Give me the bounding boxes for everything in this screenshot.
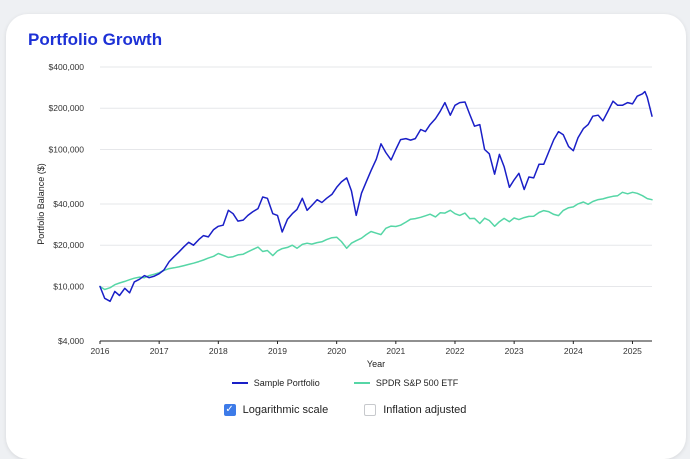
x-tick-label: 2019 <box>268 346 287 356</box>
log-scale-checkbox[interactable]: ✓ <box>223 404 236 416</box>
x-tick-label: 2016 <box>91 346 110 356</box>
y-tick-label: $200,000 <box>49 103 85 113</box>
chart-options: ✓ Logarithmic scale Inflation adjusted <box>0 404 690 416</box>
log-scale-label: Logarithmic scale <box>242 404 329 416</box>
y-tick-label: $20,000 <box>53 240 84 250</box>
log-scale-toggle[interactable]: ✓ Logarithmic scale <box>223 404 329 416</box>
x-tick-label: 2024 <box>564 346 583 356</box>
x-tick-label: 2023 <box>505 346 524 356</box>
series-line-sample-portfolio <box>99 90 653 303</box>
chart-card <box>6 14 686 459</box>
inflation-label: Inflation adjusted <box>383 404 467 416</box>
x-tick-label: 2017 <box>150 346 169 356</box>
y-tick-label: $100,000 <box>49 144 85 154</box>
checkmark-icon: ✓ <box>225 404 234 415</box>
legend-swatch <box>353 382 370 384</box>
y-tick-label: $400,000 <box>49 62 85 72</box>
series-line-spdr-sp500 <box>99 191 653 291</box>
x-tick-label: 2018 <box>209 346 228 356</box>
y-axis-title: Portfolio Balance ($) <box>36 163 46 245</box>
x-tick-label: 2020 <box>327 346 346 356</box>
x-tick-label: 2025 <box>623 346 642 356</box>
inflation-toggle[interactable]: Inflation adjusted <box>364 404 466 416</box>
inflation-checkbox[interactable] <box>364 404 377 416</box>
x-tick-label: 2021 <box>386 346 405 356</box>
legend-item[interactable]: Sample Portfolio <box>231 378 320 388</box>
y-tick-label: $40,000 <box>53 199 84 209</box>
legend-label: SPDR S&P 500 ETF <box>375 378 459 388</box>
legend-label: Sample Portfolio <box>253 378 320 388</box>
chart-title: Portfolio Growth <box>28 30 163 49</box>
legend-item[interactable]: SPDR S&P 500 ETF <box>353 378 459 388</box>
chart-legend: Sample Portfolio SPDR S&P 500 ETF <box>0 378 690 388</box>
y-tick-label: $4,000 <box>58 336 84 346</box>
legend-swatch <box>231 382 248 384</box>
x-tick-label: 2022 <box>446 346 465 356</box>
y-tick-label: $10,000 <box>53 281 84 291</box>
x-axis-title: Year <box>367 359 385 369</box>
